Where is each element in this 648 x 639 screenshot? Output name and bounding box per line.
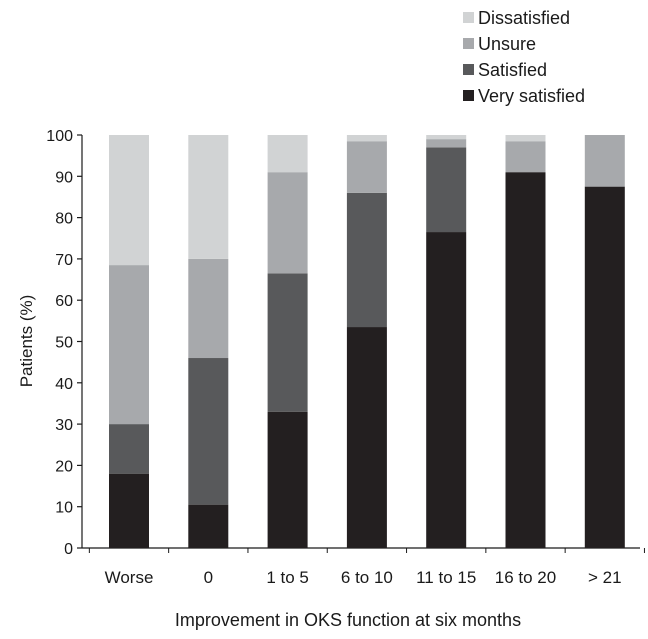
legend-label: Unsure (478, 34, 536, 54)
bar-segment-dissatisfied (346, 135, 387, 142)
legend-label: Very satisfied (478, 86, 585, 106)
bar-segment-unsure (346, 141, 387, 193)
bar-segment-satisfied (109, 424, 149, 474)
bar-segment-very-satisfied (109, 473, 149, 548)
legend: Dissatisfied Unsure Satisfied Very satisfie… (463, 8, 585, 106)
bar-segment-dissatisfied (109, 135, 149, 266)
bar-segment-unsure (267, 172, 308, 274)
bar-segment-unsure (426, 139, 467, 148)
legend-swatch (463, 38, 474, 49)
y-tick-label: 20 (55, 458, 73, 475)
x-tick-label: 6 to 10 (341, 568, 393, 587)
x-tick-label: > 21 (588, 568, 622, 587)
bar-segment-satisfied (426, 147, 467, 233)
legend-swatch (463, 12, 474, 23)
bar-segment-dissatisfied (505, 135, 546, 142)
axes: 0 10 20 30 40 50 60 70 80 90 100 Worse 0 1 to 5 6 to 1… (46, 128, 645, 587)
bar-segment-very-satisfied (346, 327, 387, 548)
bar-segment-unsure (584, 135, 625, 187)
x-tick-label: 11 to 15 (416, 568, 476, 587)
bar-segment-unsure (188, 258, 229, 359)
bar-segment-very-satisfied (426, 232, 467, 548)
y-tick-label: 10 (55, 500, 73, 517)
y-tick-label: 0 (64, 541, 73, 558)
bar-segment-unsure (109, 265, 149, 425)
y-tick-label: 30 (55, 417, 73, 434)
y-tick-label: 40 (55, 376, 73, 393)
bar-segment-satisfied (267, 273, 308, 412)
y-tick-label: 80 (55, 211, 73, 228)
legend-label: Satisfied (478, 60, 547, 80)
x-tick-label: 1 to 5 (266, 568, 309, 587)
legend-swatch (463, 64, 474, 75)
bar-segment-dissatisfied (426, 135, 467, 140)
legend-label: Dissatisfied (478, 8, 570, 28)
bar-segment-satisfied (346, 192, 387, 328)
bar-segment-unsure (505, 141, 546, 173)
legend-swatch (463, 90, 474, 101)
bar-segment-dissatisfied (188, 135, 229, 259)
bars (109, 135, 625, 549)
bar-segment-satisfied (188, 358, 229, 505)
x-tick-label: 0 (204, 568, 213, 587)
bar-segment-very-satisfied (505, 172, 546, 549)
y-tick-label: 50 (55, 335, 73, 352)
y-axis-label: Patients (%) (17, 295, 36, 388)
x-axis-label: Improvement in OKS function at six month… (175, 610, 521, 630)
y-tick-label: 90 (55, 169, 73, 186)
y-tick-label: 70 (55, 252, 73, 269)
x-tick-label: Worse (105, 568, 154, 587)
bar-segment-very-satisfied (188, 504, 229, 548)
y-tick-label: 100 (46, 128, 73, 145)
bar-segment-very-satisfied (267, 411, 308, 548)
bar-segment-dissatisfied (267, 135, 308, 173)
bar-segment-very-satisfied (584, 186, 625, 548)
y-tick-label: 60 (55, 293, 73, 310)
x-tick-label: 16 to 20 (495, 568, 556, 587)
